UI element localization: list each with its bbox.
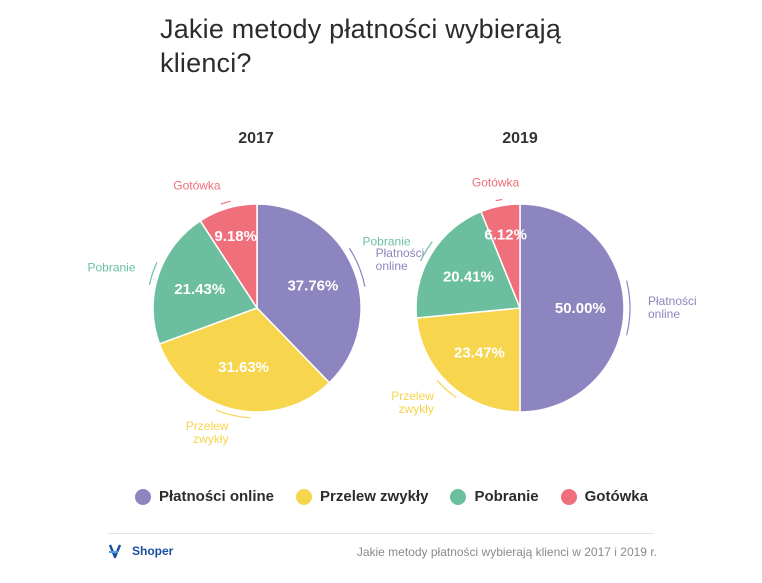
slice-bracket <box>148 262 158 285</box>
legend-label: Pobranie <box>474 488 539 505</box>
chart-title: Jakie metody płatności wybierają klienci… <box>160 14 562 78</box>
footer-caption: Jakie metody płatności wybierają klienci… <box>356 545 657 559</box>
pie-charts: 37.76%Płatnościonline31.63%Przelewzwykły… <box>87 175 697 445</box>
pie-slice-platnosci-online <box>256 203 362 384</box>
legend-item-gotowka: Gotówka <box>560 488 648 505</box>
shoper-logo-icon <box>108 544 122 559</box>
slice-bracket <box>215 409 250 419</box>
slice-bracket <box>436 379 457 399</box>
slice-outer-label: online <box>376 259 408 273</box>
slice-outer-label: Płatności <box>376 246 425 260</box>
slice-bracket <box>348 247 366 287</box>
pie-slice-platnosci-online <box>519 203 625 413</box>
pie-title-2019: 2019 <box>502 130 538 147</box>
legend-item-platnosci-online: Płatności online <box>135 488 274 505</box>
slice-value-label: 37.76% <box>287 277 338 294</box>
legend-swatch <box>450 488 467 505</box>
legend-swatch <box>135 488 151 505</box>
slice-outer-label: Gotówka <box>472 175 520 189</box>
pie-slice-pobranie <box>152 219 259 345</box>
pie-slice-pobranie <box>415 210 522 319</box>
slice-outer-label: zwykły <box>193 432 228 446</box>
slice-bracket <box>420 241 433 262</box>
pie-slice-przelew-zwykly <box>158 307 331 413</box>
pie-slice-przelew-zwykly <box>415 307 521 413</box>
pie-2019: 50.00% Płatnościonline23.47%Przelewzwykły… <box>363 175 697 415</box>
slice-outer-label: Pobranie <box>87 261 135 275</box>
slice-outer-label: Płatności <box>648 294 697 308</box>
slice-bracket <box>625 280 631 336</box>
slice-value-label: 9.18% <box>214 228 257 245</box>
slice-outer-label: zwykły <box>399 402 434 416</box>
legend: Płatności online Przelew zwykły Pobranie… <box>135 488 648 505</box>
legend-item-pobranie: Pobranie <box>450 488 539 505</box>
legend-label: Przelew zwykły <box>320 488 429 505</box>
legend-swatch <box>560 488 577 505</box>
pie-slice-gotowka <box>480 203 521 309</box>
slice-value-label: 31.63% <box>218 359 269 376</box>
slice-value-label: 21.43% <box>174 281 225 298</box>
slice-value-label: 20.41% <box>443 269 494 286</box>
legend-swatch <box>296 488 313 505</box>
slice-outer-label: Przelew <box>186 419 229 433</box>
slice-outer-label: Gotówka <box>173 178 221 192</box>
slice-value-label: 6.12% <box>484 226 527 243</box>
legend-item-przelew-zwykly: Przelew zwykły <box>296 488 428 505</box>
slice-bracket <box>495 198 503 202</box>
footer-divider <box>108 533 654 534</box>
slice-value-label: 50.00% <box>555 300 606 317</box>
slice-value-label: 23.47% <box>454 345 505 362</box>
pie-slice-gotowka <box>199 203 258 311</box>
shoper-logo-text: Shoper <box>132 544 174 558</box>
legend-label: Płatności online <box>159 488 275 505</box>
pie-title-2017: 2017 <box>238 130 274 147</box>
legend-label: Gotówka <box>584 488 648 505</box>
slice-bracket <box>220 200 231 205</box>
slice-outer-label: Pobranie <box>363 235 411 249</box>
slice-outer-label: online <box>648 307 680 321</box>
slice-outer-label: Przelew <box>391 389 434 403</box>
shoper-logo: Shoper <box>108 543 173 559</box>
